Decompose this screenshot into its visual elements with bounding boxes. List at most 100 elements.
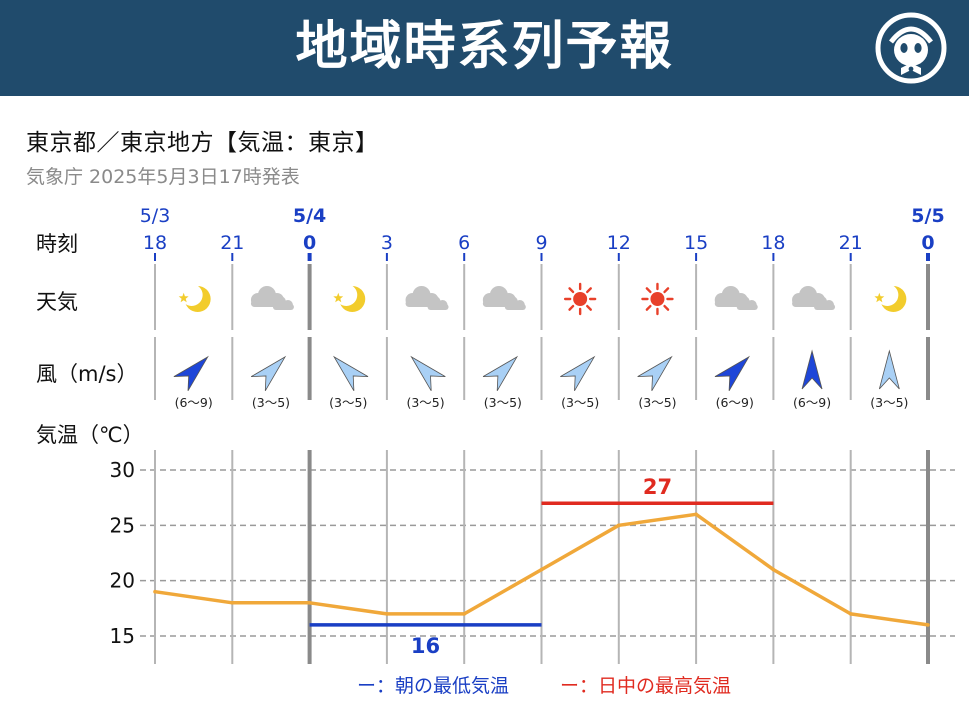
jma-mascot-logo-icon xyxy=(875,12,947,84)
wind-arrow-shape xyxy=(173,355,209,392)
temperature-point xyxy=(848,612,853,616)
wind-arrow-shape xyxy=(250,355,287,392)
temperature-point xyxy=(539,567,544,572)
wind-arrow-icon xyxy=(637,355,673,392)
y-tick-label: 30 xyxy=(110,458,135,482)
wind-speed-label: (6〜9) xyxy=(175,395,213,410)
date-label: 5/3 xyxy=(140,205,171,227)
time-label: 9 xyxy=(535,232,547,254)
sun-ray xyxy=(663,304,670,311)
sun-ray xyxy=(663,287,670,294)
sun-icon xyxy=(563,282,597,316)
cloud-icon xyxy=(405,286,449,310)
star-icon xyxy=(333,292,344,303)
moon-icon xyxy=(874,284,907,312)
wind-arrow-icon xyxy=(410,355,446,392)
time-label: 0 xyxy=(303,232,316,254)
time-label: 21 xyxy=(220,232,244,254)
y-tick-label: 20 xyxy=(110,569,135,593)
header-bar: 地域時系列予報 xyxy=(0,0,969,96)
time-label: 18 xyxy=(761,232,785,254)
star-icon xyxy=(874,292,885,303)
moon-icon xyxy=(178,284,211,312)
sun-ray xyxy=(568,287,575,294)
wind-arrow-shape xyxy=(482,355,519,392)
wind-speed-label: (3〜5) xyxy=(484,395,522,410)
temperature-point xyxy=(307,601,312,605)
wind-arrow-icon xyxy=(714,355,751,392)
wind-speed-label: (6〜9) xyxy=(716,395,754,410)
cloud-base xyxy=(504,304,526,310)
wind-arrow-shape xyxy=(714,355,751,392)
cloud-base xyxy=(272,304,294,310)
wind-arrow-icon xyxy=(878,349,900,390)
wind-arrow-icon xyxy=(482,355,519,392)
temperature-point xyxy=(694,512,698,517)
sun-icon xyxy=(641,282,674,316)
wind-speed-label: (3〜5) xyxy=(406,395,444,410)
time-label: 15 xyxy=(684,232,708,254)
cloud-icon xyxy=(714,286,758,310)
temperature-point xyxy=(230,601,235,605)
wind-arrow-shape xyxy=(878,349,900,390)
area-title: 東京都／東京地方【気温：東京】 xyxy=(26,130,379,156)
cloud-base xyxy=(427,304,449,310)
time-label: 6 xyxy=(458,232,470,254)
y-tick-label: 25 xyxy=(110,513,135,537)
time-label: 18 xyxy=(143,232,167,254)
cloud-icon xyxy=(792,286,836,310)
temperature-point xyxy=(385,612,389,616)
temperature-point xyxy=(153,589,157,594)
wind-arrow-shape xyxy=(332,355,369,392)
legend-max-temp: ー：日中の最高気温 xyxy=(560,675,731,697)
wind-arrow-shape xyxy=(560,355,596,392)
sun-disc xyxy=(650,292,665,306)
wind-speed-label: (3〜5) xyxy=(252,395,290,410)
row-label-temperature: 気温（℃） xyxy=(36,423,144,447)
wind-arrow-icon xyxy=(250,355,287,392)
wind-speed-label: (3〜5) xyxy=(561,395,599,410)
cloud-base xyxy=(814,304,836,310)
star-icon xyxy=(178,292,189,303)
max-temp-label: 27 xyxy=(643,475,672,499)
wind-speed-label: (6〜9) xyxy=(793,395,831,410)
wind-speed-label: (3〜5) xyxy=(329,395,367,410)
time-label: 0 xyxy=(921,232,934,254)
cloud-icon xyxy=(482,286,526,310)
time-label: 21 xyxy=(839,232,863,254)
temperature-point xyxy=(462,612,467,616)
row-label-time: 時刻 xyxy=(36,232,78,256)
row-label-weather: 天気 xyxy=(36,290,78,314)
temperature-point xyxy=(926,623,930,627)
page-title: 地域時系列予報 xyxy=(295,17,674,77)
wind-arrow-icon xyxy=(801,349,823,390)
wind-arrow-icon xyxy=(332,355,369,392)
moon-icon xyxy=(333,284,366,312)
date-label: 5/4 xyxy=(293,205,326,227)
wind-arrow-icon xyxy=(173,355,209,392)
cloud-icon xyxy=(250,286,294,310)
sun-ray xyxy=(645,287,652,294)
sun-disc xyxy=(573,292,588,306)
legend-min-temp: ー：朝の最低気温 xyxy=(357,675,509,697)
time-label: 12 xyxy=(607,232,631,254)
wind-speed-label: (3〜5) xyxy=(638,395,676,410)
temperature-point xyxy=(771,567,776,572)
date-label: 5/5 xyxy=(911,205,944,227)
row-label-wind: 風（m/s） xyxy=(36,362,137,386)
wind-arrow-icon xyxy=(560,355,596,392)
wind-speed-label: (3〜5) xyxy=(870,395,908,410)
wind-arrow-shape xyxy=(637,355,673,392)
temperature-point xyxy=(617,523,621,528)
sun-ray xyxy=(586,287,592,294)
issued-time: 気象庁 2025年5月3日17時発表 xyxy=(26,166,300,188)
y-tick-label: 15 xyxy=(110,624,135,648)
min-temp-label: 16 xyxy=(411,634,440,658)
wind-arrow-shape xyxy=(410,355,446,392)
sun-ray xyxy=(586,304,592,311)
sun-ray xyxy=(645,304,652,311)
wind-arrow-shape xyxy=(801,349,823,390)
cloud-base xyxy=(736,304,758,310)
sun-ray xyxy=(568,304,575,311)
